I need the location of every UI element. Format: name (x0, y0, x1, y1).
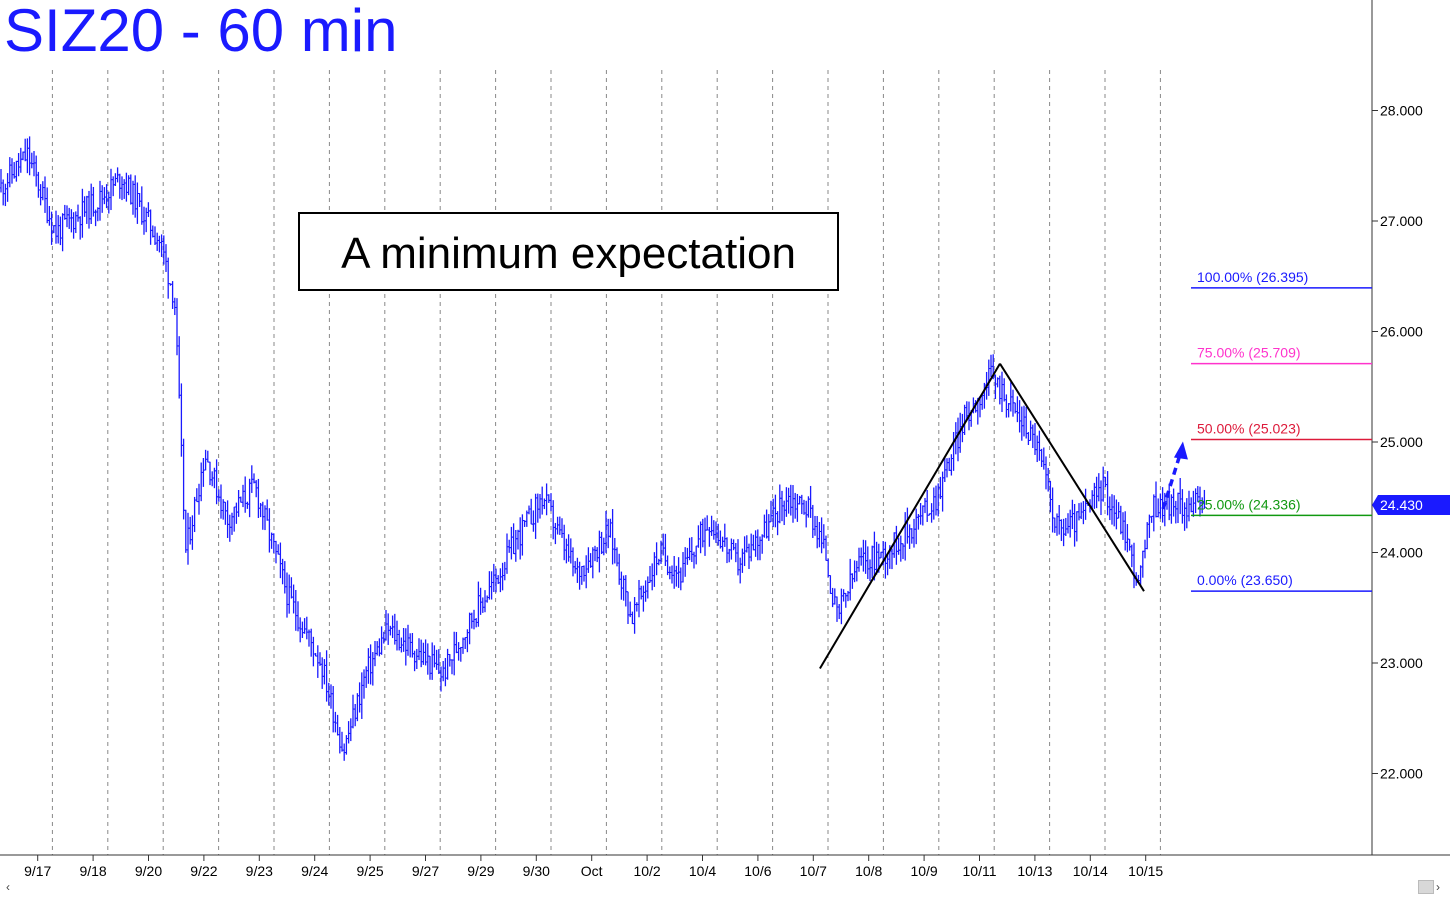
last-price-tag (1372, 494, 1450, 515)
x-tick-label: 9/24 (301, 863, 328, 879)
y-tick-label: 26.000 (1380, 324, 1423, 340)
y-tick-label: 24.000 (1380, 545, 1423, 561)
x-tick-label: 9/23 (246, 863, 273, 879)
x-tick-label: 10/14 (1073, 863, 1108, 879)
x-tick-label: 10/9 (910, 863, 937, 879)
trend-line (819, 363, 1001, 670)
x-tick-label: 10/15 (1128, 863, 1163, 879)
trend-line (999, 363, 1145, 592)
x-tick-label: 10/2 (633, 863, 660, 879)
x-tick-label: 10/4 (689, 863, 716, 879)
x-tick-label: 9/30 (523, 863, 550, 879)
y-tick-label: 27.000 (1380, 213, 1423, 229)
x-tick-label: 9/17 (24, 863, 51, 879)
x-tick-label: 10/11 (963, 863, 997, 879)
projection-arrow-head (1173, 441, 1188, 460)
x-tick-label: 10/7 (800, 863, 827, 879)
last-price-label: 24.430 (1380, 497, 1423, 513)
fib-level-label: 50.00% (25.023) (1197, 420, 1301, 436)
annotation-box: A minimum expectation (298, 212, 839, 291)
horizontal-scrollbar-thumb[interactable] (1418, 880, 1434, 894)
projection-arrow (1161, 450, 1183, 510)
x-tick-label: 9/20 (135, 863, 162, 879)
fib-level-label: 25.00% (24.336) (1197, 496, 1301, 512)
fib-level-label: 100.00% (26.395) (1197, 269, 1308, 285)
x-tick-label: 9/29 (467, 863, 494, 879)
x-tick-label: 10/6 (744, 863, 771, 879)
y-tick-label: 23.000 (1380, 655, 1423, 671)
x-tick-label: 9/18 (79, 863, 106, 879)
fib-level-label: 75.00% (25.709) (1197, 345, 1301, 361)
y-tick-label: 25.000 (1380, 434, 1423, 450)
x-tick-label: Oct (581, 863, 603, 879)
x-tick-label: 10/13 (1017, 863, 1052, 879)
scroll-right-arrow-icon[interactable]: › (1436, 880, 1440, 894)
x-tick-label: 10/8 (855, 863, 882, 879)
x-tick-label: 9/25 (356, 863, 383, 879)
y-tick-label: 28.000 (1380, 103, 1423, 119)
x-tick-label: 9/22 (190, 863, 217, 879)
y-tick-label: 22.000 (1380, 766, 1423, 782)
fib-level-label: 0.00% (23.650) (1197, 572, 1293, 588)
chart-title: SIZ20 - 60 min (4, 0, 398, 64)
scroll-left-arrow-icon[interactable]: ‹ (6, 880, 10, 894)
x-tick-label: 9/27 (412, 863, 439, 879)
